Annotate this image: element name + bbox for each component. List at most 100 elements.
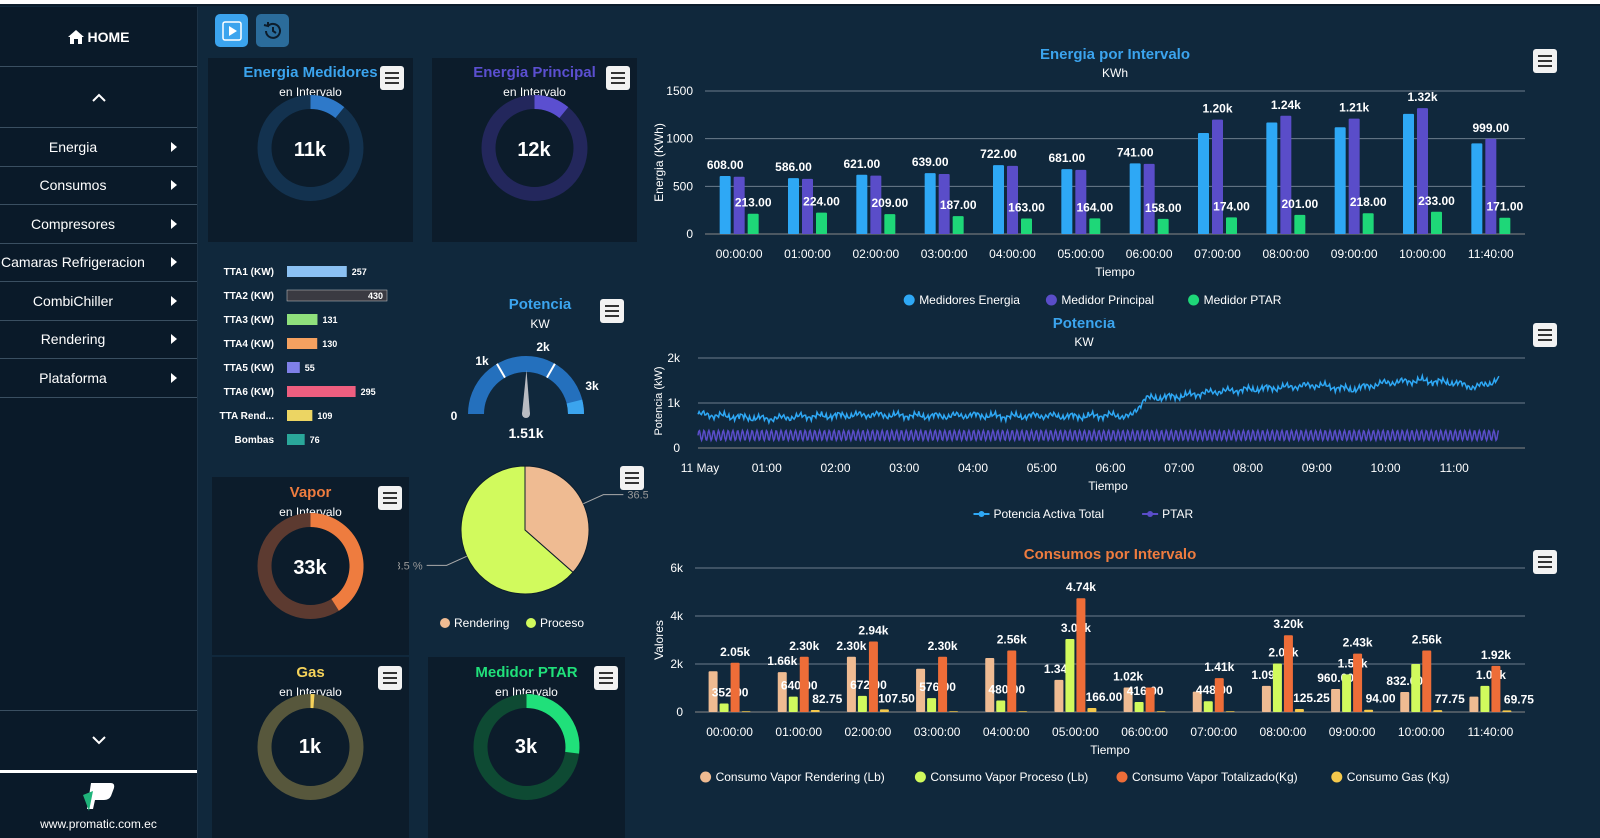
bar: [1348, 118, 1360, 234]
sidebar-item-label: Rendering: [40, 331, 106, 348]
bar: [1411, 664, 1421, 712]
x-tick-label: 03:00:00: [921, 247, 968, 261]
menu-icon[interactable]: [378, 486, 402, 510]
pie-connector: [583, 494, 624, 505]
menu-icon[interactable]: [594, 666, 618, 690]
tta-label: Bombas: [235, 435, 275, 446]
gauge-value: 33k: [293, 557, 327, 579]
caret-right-icon: [171, 257, 177, 268]
data-label: 3.20k: [1273, 617, 1303, 631]
menu-icon[interactable]: [1533, 323, 1557, 347]
y-tick-label: 6k: [670, 561, 684, 575]
menu-icon[interactable]: [600, 299, 624, 323]
data-label: 171.00: [1486, 200, 1523, 214]
bar: [1123, 687, 1133, 712]
bar: [868, 641, 878, 712]
x-tick-label: 05:00:00: [1052, 725, 1099, 739]
history-button[interactable]: [256, 14, 289, 47]
x-tick-label: 11:40:00: [1468, 247, 1514, 261]
data-label: 672.00: [850, 678, 887, 692]
tta-value: 109: [317, 411, 332, 421]
legend-marker-dot: [978, 511, 985, 517]
pie-slice: [524, 465, 590, 574]
data-label: 448.00: [1196, 683, 1233, 697]
tta-value: 257: [352, 267, 367, 277]
menu-icon[interactable]: [380, 66, 404, 90]
legend-label: Consumo Vapor Rendering (Lb): [716, 770, 885, 784]
bar: [1362, 213, 1374, 234]
menu-icon[interactable]: [620, 466, 644, 490]
data-label: 2.30k: [836, 639, 866, 653]
sidebar-item-compresores[interactable]: Compresores: [0, 205, 197, 244]
data-label: 163.00: [1008, 200, 1045, 214]
panel-title: Potencia: [508, 296, 572, 313]
data-label: 77.75: [1435, 692, 1465, 706]
caret-right-icon: [171, 180, 177, 191]
panel-subtitle: en Intervalo: [495, 685, 558, 699]
y-tick-label: 4k: [670, 609, 684, 623]
tta-value: 76: [310, 435, 320, 445]
bar: [1156, 711, 1166, 712]
sidebar-item-energia[interactable]: Energia: [0, 128, 197, 167]
sidebar-item-plataforma[interactable]: Plataforma: [0, 359, 197, 398]
x-tick-label: 10:00: [1370, 461, 1400, 475]
legend-label: Potencia Activa Total: [994, 507, 1105, 521]
bar: [1054, 679, 1064, 712]
gauge-band-high: [566, 399, 584, 415]
data-label: 4.74k: [1066, 580, 1096, 594]
bar: [1480, 685, 1490, 712]
bar: [1203, 701, 1213, 712]
sidebar-item-rendering[interactable]: Rendering: [0, 321, 197, 359]
bar: [1021, 218, 1032, 234]
bar: [747, 213, 759, 234]
panel-title: Gas: [296, 664, 325, 681]
play-button[interactable]: [215, 14, 248, 47]
bar: [1353, 653, 1363, 712]
menu-icon[interactable]: [1533, 49, 1557, 73]
bar: [1342, 674, 1352, 712]
bar: [1272, 663, 1282, 712]
bar: [1499, 217, 1511, 234]
bar: [1294, 708, 1304, 712]
data-label: 352.00: [712, 686, 749, 700]
footer-logo[interactable]: www.promatic.com.ec: [0, 777, 197, 838]
menu-icon[interactable]: [606, 66, 630, 90]
menu-icon[interactable]: [378, 666, 402, 690]
bar: [1061, 169, 1073, 234]
tta-value: 131: [322, 315, 337, 325]
x-tick-label: 07:00:00: [1194, 247, 1241, 261]
bar: [1471, 143, 1483, 234]
bar: [879, 709, 889, 712]
bar: [846, 656, 856, 712]
bar: [802, 178, 813, 234]
bar: [1485, 138, 1497, 234]
tta-label: TTA3 (KW): [224, 315, 274, 326]
bar: [1134, 702, 1144, 712]
bar: [1294, 214, 1306, 234]
sidebar-item-camaras-refrigeracion[interactable]: Camaras Refrigeracion: [0, 244, 197, 282]
x-tick-label: 00:00:00: [706, 725, 753, 739]
scroll-down-button[interactable]: [0, 710, 197, 773]
menu-icon[interactable]: [1533, 550, 1557, 574]
legend-label: Consumo Gas (Kg): [1347, 770, 1450, 784]
bar: [730, 662, 740, 712]
potencia-gauge-panel: Potencia KW 1.51k 0 1k 2k 3k: [440, 290, 640, 450]
legend-label: Consumo Vapor Totalizado(Kg): [1132, 770, 1298, 784]
legend-marker: [1045, 294, 1057, 306]
x-tick-label: 04:00:00: [983, 725, 1030, 739]
tta-value: 430: [368, 291, 383, 301]
x-tick-label: 04:00:00: [989, 247, 1036, 261]
chevron-up-icon: [91, 93, 106, 102]
sidebar: HOME Energia Consumos Compresores Camara…: [0, 7, 198, 838]
x-tick-label: 08:00:00: [1260, 725, 1307, 739]
sidebar-item-consumos[interactable]: Consumos: [0, 167, 197, 205]
bar: [719, 703, 729, 712]
bar: [1007, 650, 1017, 712]
scroll-up-button[interactable]: [0, 67, 197, 128]
data-label: 1.57k: [1338, 656, 1368, 670]
home-link[interactable]: HOME: [0, 7, 197, 67]
sidebar-item-combichiller[interactable]: CombiChiller: [0, 282, 197, 321]
panel-title: Energia Medidores: [243, 64, 378, 81]
tta-bar: [287, 266, 347, 277]
data-label: 2.02k: [1268, 646, 1298, 660]
